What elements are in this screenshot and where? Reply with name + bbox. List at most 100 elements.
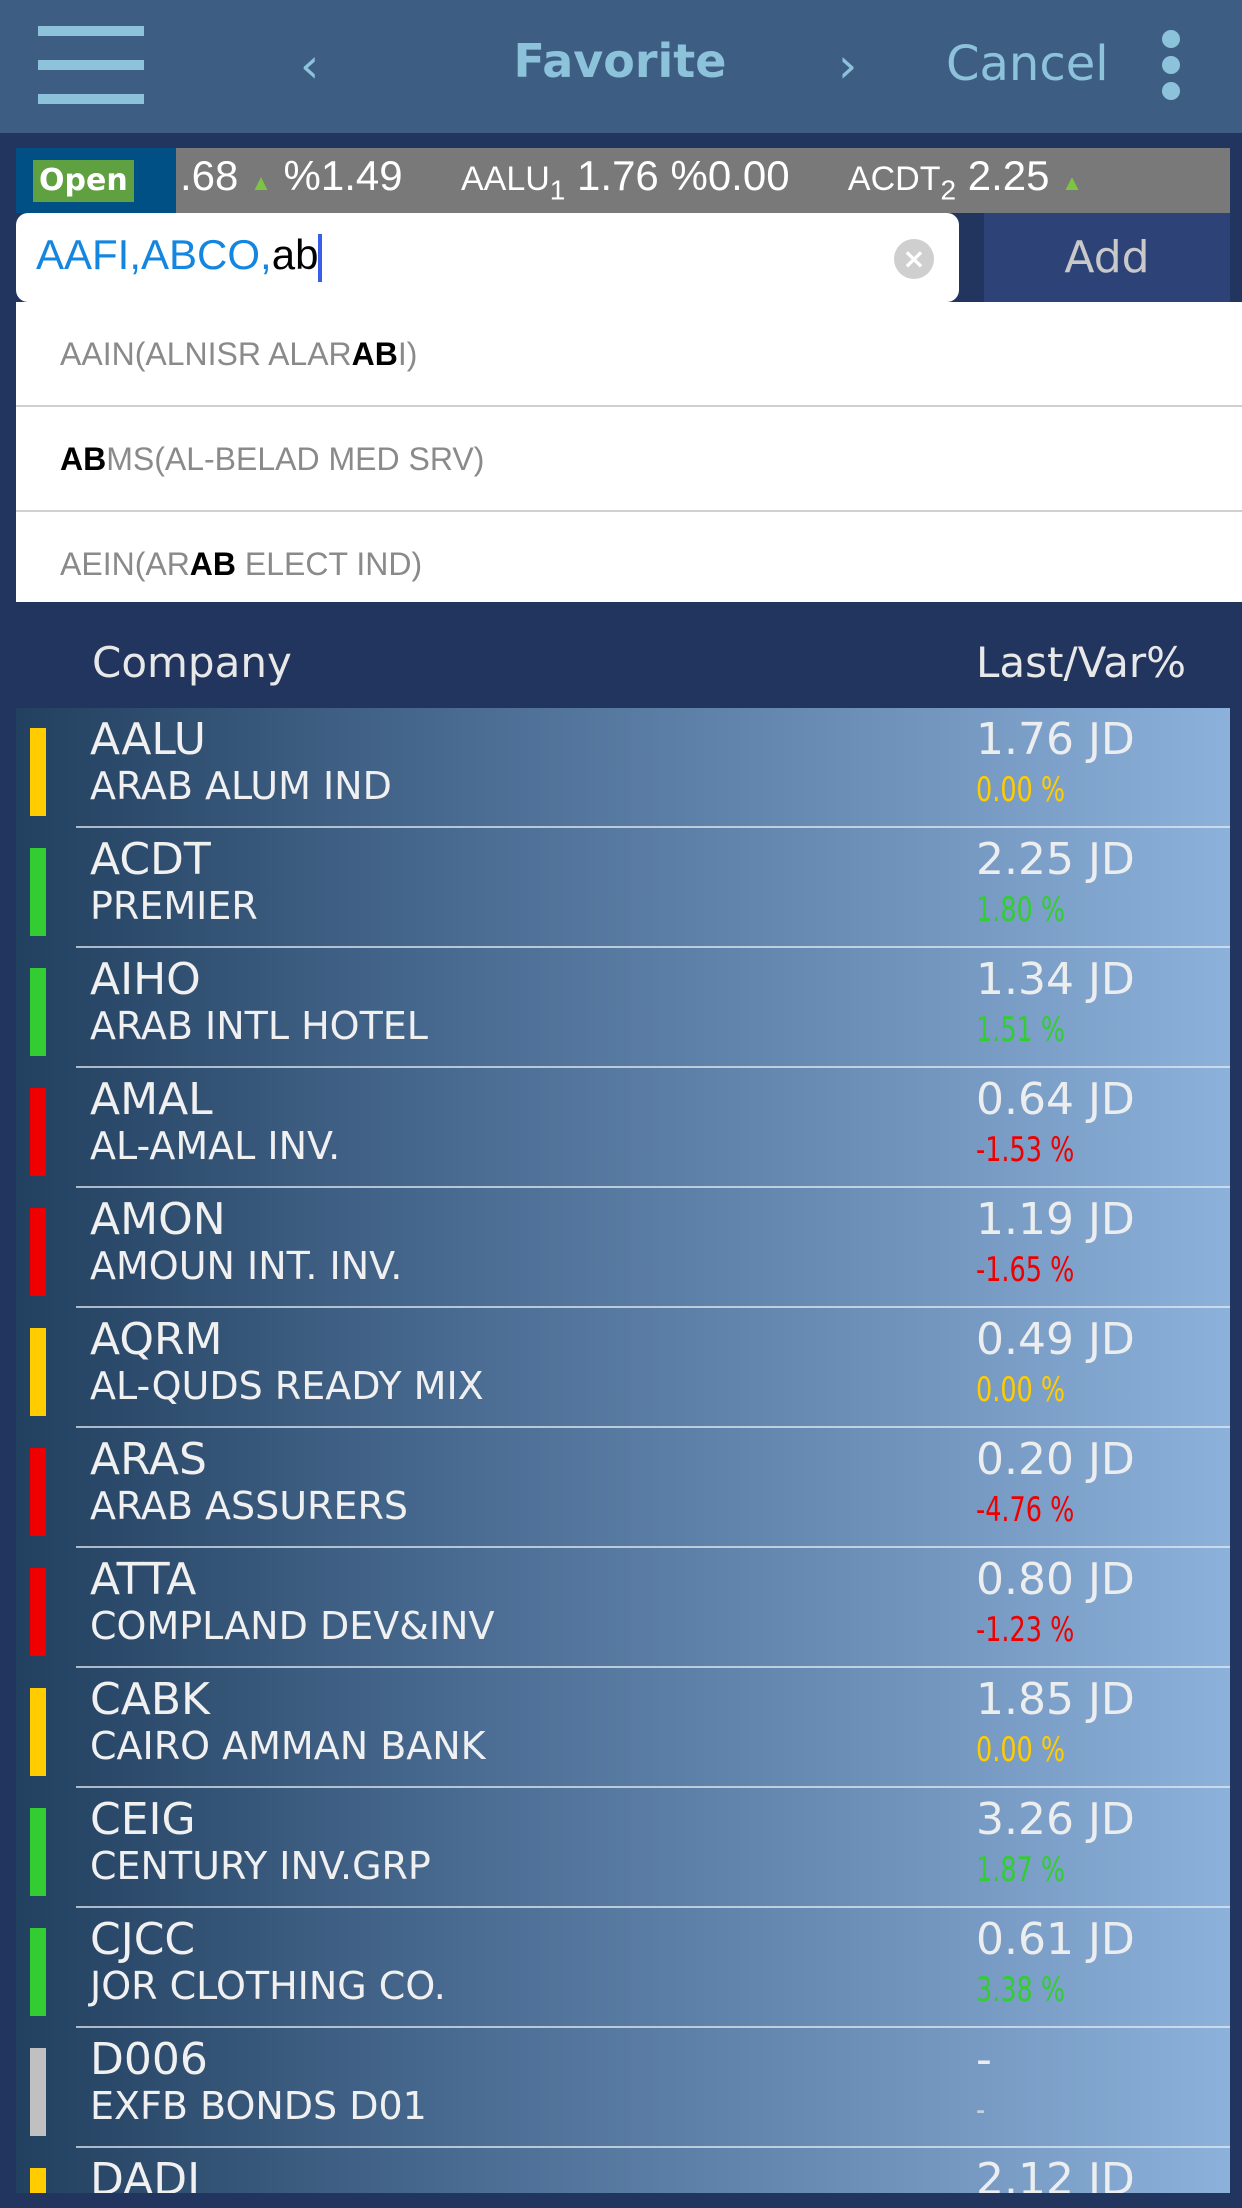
suggestion-item[interactable]: ABMS(AL-BELAD MED SRV)	[16, 407, 1242, 512]
stock-row[interactable]: AALU ARAB ALUM IND 1.76 JD 0.00 %	[30, 708, 1230, 828]
trend-indicator	[30, 1208, 46, 1296]
page-title: Favorite	[513, 34, 727, 88]
menu-icon[interactable]	[38, 26, 144, 104]
stock-row[interactable]: D006 EXFB BONDS D01 - -	[30, 2028, 1230, 2148]
ticker-sub: 2	[940, 174, 957, 206]
company-name: ARAB INTL HOTEL	[90, 1004, 428, 1048]
favorites-list[interactable]: AALU ARAB ALUM IND 1.76 JD 0.00 % ACDT PREMIE…	[16, 708, 1230, 2193]
cancel-button[interactable]: Cancel	[946, 36, 1109, 92]
stock-row[interactable]: CABK CAIRO AMMAN BANK 1.85 JD 0.00 %	[30, 1668, 1230, 1788]
stock-symbol: CEIG	[90, 1794, 196, 1845]
stock-row[interactable]: AQRM AL-QUDS READY MIX 0.49 JD 0.00 %	[30, 1308, 1230, 1428]
ticker-symbol: AALU	[460, 160, 550, 198]
stock-symbol: AMAL	[90, 1074, 213, 1125]
suggestion-pre: AEIN(AR	[60, 546, 190, 582]
ticker-item: ACDT2 2.25 ▲	[847, 152, 1083, 205]
suggestion-post: MS(AL-BELAD MED SRV)	[106, 441, 485, 477]
ticker-var: %0.00	[670, 152, 790, 199]
trend-indicator	[30, 848, 46, 936]
stock-row[interactable]: AIHO ARAB INTL HOTEL 1.34 JD 1.51 %	[30, 948, 1230, 1068]
suggestion-match: AB	[189, 546, 237, 582]
trend-indicator	[30, 1928, 46, 2016]
column-header-last-var: Last/Var%	[976, 638, 1187, 687]
company-name: AMOUN INT. INV.	[90, 1244, 403, 1288]
suggestion-item[interactable]: AAIN(ALNISR ALARABI)	[16, 302, 1242, 407]
entered-symbols: AAFI,ABCO,	[36, 231, 272, 278]
next-arrow-icon[interactable]: ›	[838, 38, 858, 94]
ticker-item: .68 ▲ %1.49	[180, 152, 403, 199]
company-name: EXFB BONDS D01	[90, 2084, 427, 2128]
market-open-badge: Open	[33, 160, 134, 202]
trend-indicator	[30, 1088, 46, 1176]
trend-indicator	[30, 1568, 46, 1656]
stock-row[interactable]: ACDT PREMIER 2.25 JD 1.80 %	[30, 828, 1230, 948]
suggestions-dropdown: AAIN(ALNISR ALARABI) ABMS(AL-BELAD MED SR…	[16, 302, 1242, 602]
stock-symbol: ACDT	[90, 834, 211, 885]
typed-text: ab	[271, 231, 319, 278]
suggestion-match: AB	[60, 441, 107, 477]
market-status: Open	[16, 148, 176, 213]
ticker-price: 2.25	[967, 152, 1050, 199]
last-price: 0.20 JD	[976, 1434, 1135, 1485]
company-name: JOR CLOTHING CO.	[90, 1964, 446, 2008]
company-name: AL-AMAL INV.	[90, 1124, 341, 1168]
stock-row[interactable]: ATTA COMPLAND DEV&INV 0.80 JD -1.23 %	[30, 1548, 1230, 1668]
trend-indicator	[30, 1808, 46, 1896]
change-percent: -4.76 %	[976, 1490, 1075, 1530]
stock-symbol: AMON	[90, 1194, 226, 1245]
suggestion-match: AB	[351, 336, 398, 372]
stock-row[interactable]: CEIG CENTURY INV.GRP 3.26 JD 1.87 %	[30, 1788, 1230, 1908]
suggestion-post: ELECT IND)	[236, 546, 423, 582]
stock-row[interactable]: AMON AMOUN INT. INV. 1.19 JD -1.65 %	[30, 1188, 1230, 1308]
company-name: ARAB ALUM IND	[90, 764, 392, 808]
stock-row[interactable]: AMAL AL-AMAL INV. 0.64 JD -1.53 %	[30, 1068, 1230, 1188]
up-arrow-icon: ▲	[250, 170, 272, 195]
change-percent: 0.00 %	[976, 770, 1066, 810]
ticker-item: AALU1 1.76 %0.00	[460, 152, 790, 205]
ticker-price: .68	[180, 152, 239, 199]
stock-row[interactable]: ARAS ARAB ASSURERS 0.20 JD -4.76 %	[30, 1428, 1230, 1548]
ticker-symbol: ACDT	[847, 160, 941, 198]
suggestion-post: I)	[397, 336, 418, 372]
clear-icon[interactable]: ×	[894, 239, 934, 279]
last-price: 1.76 JD	[976, 714, 1135, 765]
change-percent: -1.53 %	[976, 1130, 1075, 1170]
change-percent: -1.65 %	[976, 1250, 1075, 1290]
last-price: 3.26 JD	[976, 1794, 1135, 1845]
company-name: AL-QUDS READY MIX	[90, 1364, 484, 1408]
market-ticker: Open .68 ▲ %1.49 AALU1 1.76 %0.00 ACDT2 …	[16, 148, 1230, 213]
add-button[interactable]: Add	[984, 213, 1230, 302]
previous-arrow-icon[interactable]: ‹	[300, 38, 320, 94]
last-price: 1.85 JD	[976, 1674, 1135, 1725]
company-name: COMPLAND DEV&INV	[90, 1604, 495, 1648]
change-percent: -1.23 %	[976, 1610, 1075, 1650]
change-percent: 0.00 %	[976, 1730, 1066, 1770]
trend-indicator	[30, 968, 46, 1056]
more-options-icon[interactable]	[1160, 30, 1182, 100]
last-price: -	[976, 2034, 992, 2085]
suggestion-item[interactable]: AEIN(ARAB ELECT IND)	[16, 512, 1242, 617]
stock-symbol: AQRM	[90, 1314, 223, 1365]
stock-symbol: CJCC	[90, 1914, 196, 1965]
ticker-var: %1.49	[283, 152, 403, 199]
last-price: 0.80 JD	[976, 1554, 1135, 1605]
last-price: 0.49 JD	[976, 1314, 1135, 1365]
up-arrow-icon: ▲	[1061, 170, 1083, 195]
stock-symbol: D006	[90, 2034, 208, 2085]
company-name: ARAB ASSURERS	[90, 1484, 408, 1528]
stock-symbol: DADI	[90, 2154, 201, 2193]
symbol-search-input[interactable]: AAFI,ABCO,ab ×	[16, 213, 959, 302]
trend-indicator	[30, 2048, 46, 2136]
column-header-company: Company	[92, 638, 292, 687]
stock-row[interactable]: DADI 2.12 JD	[30, 2148, 1230, 2193]
ticker-sub: 1	[549, 174, 566, 206]
stock-symbol: AALU	[90, 714, 206, 765]
change-percent: 3.38 %	[976, 1970, 1066, 2010]
stock-row[interactable]: CJCC JOR CLOTHING CO. 0.61 JD 3.38 %	[30, 1908, 1230, 2028]
last-price: 1.34 JD	[976, 954, 1135, 1005]
company-name: PREMIER	[90, 884, 258, 928]
ticker-strip: .68 ▲ %1.49 AALU1 1.76 %0.00 ACDT2 2.25 …	[180, 152, 1083, 206]
last-price: 0.64 JD	[976, 1074, 1135, 1125]
last-price: 2.12 JD	[976, 2154, 1135, 2193]
last-price: 1.19 JD	[976, 1194, 1135, 1245]
